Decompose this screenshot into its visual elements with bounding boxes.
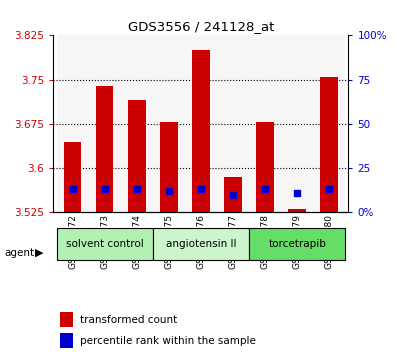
Bar (128, 100, 145, 212)
Bar (160, 122, 177, 212)
FancyBboxPatch shape (56, 228, 153, 260)
Bar (153, 35, 184, 212)
Bar (224, 177, 241, 212)
Bar (96, 86, 113, 212)
Point (261, 187, 268, 192)
Text: percentile rank within the sample: percentile rank within the sample (79, 336, 255, 346)
Bar (88, 35, 120, 212)
Bar (191, 50, 209, 212)
Point (69, 187, 76, 192)
Point (197, 187, 204, 192)
Point (293, 190, 300, 196)
Point (165, 188, 172, 194)
Point (101, 187, 108, 192)
Text: angiotensin II: angiotensin II (165, 239, 236, 249)
Bar (320, 77, 337, 212)
Bar (281, 35, 312, 212)
Bar (56, 35, 88, 212)
FancyBboxPatch shape (248, 228, 344, 260)
Point (325, 187, 332, 192)
Bar (312, 35, 344, 212)
Bar (288, 210, 305, 212)
Bar (120, 35, 153, 212)
Point (133, 187, 139, 192)
Text: torcetrapib: torcetrapib (267, 239, 325, 249)
Bar (60, 333, 73, 348)
Text: transformed count: transformed count (79, 315, 176, 325)
Point (229, 192, 236, 198)
Bar (248, 35, 281, 212)
Text: ▶: ▶ (35, 248, 43, 258)
Bar (216, 35, 248, 212)
FancyBboxPatch shape (153, 228, 248, 260)
Bar (60, 312, 73, 327)
Title: GDS3556 / 241128_at: GDS3556 / 241128_at (127, 20, 274, 33)
Bar (184, 35, 216, 212)
Text: agent: agent (4, 248, 34, 258)
Bar (256, 122, 273, 212)
Bar (63, 142, 81, 212)
Text: solvent control: solvent control (65, 239, 143, 249)
